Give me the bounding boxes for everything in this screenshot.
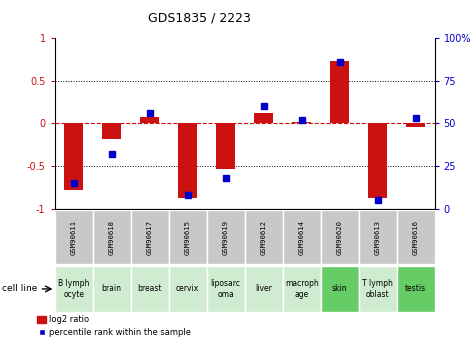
Bar — [93, 266, 131, 312]
Text: GSM90619: GSM90619 — [223, 220, 228, 255]
Bar — [245, 266, 283, 312]
Text: GDS1835 / 2223: GDS1835 / 2223 — [148, 11, 250, 24]
Bar — [207, 210, 245, 264]
Text: GSM90618: GSM90618 — [109, 220, 114, 255]
Text: GSM90620: GSM90620 — [337, 220, 342, 255]
Bar — [359, 210, 397, 264]
Bar — [254, 113, 273, 123]
Bar — [245, 210, 283, 264]
Bar — [131, 210, 169, 264]
Text: GSM90615: GSM90615 — [185, 220, 190, 255]
Text: liposarc
oma: liposarc oma — [210, 279, 241, 299]
Bar — [178, 123, 197, 198]
Bar — [397, 266, 435, 312]
Bar — [93, 210, 131, 264]
Text: liver: liver — [255, 284, 272, 294]
Bar — [140, 117, 159, 123]
Text: B lymph
ocyte: B lymph ocyte — [58, 279, 89, 299]
Text: cell line: cell line — [2, 284, 38, 294]
Bar — [216, 123, 235, 169]
Bar — [55, 210, 93, 264]
Text: GSM90613: GSM90613 — [375, 220, 380, 255]
Text: breast: breast — [137, 284, 162, 294]
Text: brain: brain — [102, 284, 122, 294]
Bar — [406, 123, 425, 127]
Bar — [55, 266, 93, 312]
Bar — [64, 123, 83, 190]
Text: GSM90612: GSM90612 — [261, 220, 266, 255]
Bar — [169, 266, 207, 312]
Bar — [283, 266, 321, 312]
Bar — [321, 210, 359, 264]
Text: skin: skin — [332, 284, 347, 294]
Bar — [102, 123, 121, 139]
Bar — [330, 61, 349, 123]
Bar — [207, 266, 245, 312]
Bar — [131, 266, 169, 312]
Bar — [368, 123, 387, 198]
Bar — [283, 210, 321, 264]
Bar — [359, 266, 397, 312]
Text: T lymph
oblast: T lymph oblast — [362, 279, 393, 299]
Text: GSM90616: GSM90616 — [413, 220, 418, 255]
Text: GSM90611: GSM90611 — [71, 220, 76, 255]
Text: cervix: cervix — [176, 284, 199, 294]
Bar — [397, 210, 435, 264]
Text: GSM90614: GSM90614 — [299, 220, 304, 255]
Legend: log2 ratio, percentile rank within the sample: log2 ratio, percentile rank within the s… — [38, 315, 191, 337]
Bar — [321, 266, 359, 312]
Text: testis: testis — [405, 284, 426, 294]
Bar — [169, 210, 207, 264]
Bar — [292, 122, 311, 123]
Text: GSM90617: GSM90617 — [147, 220, 152, 255]
Text: macroph
age: macroph age — [285, 279, 319, 299]
